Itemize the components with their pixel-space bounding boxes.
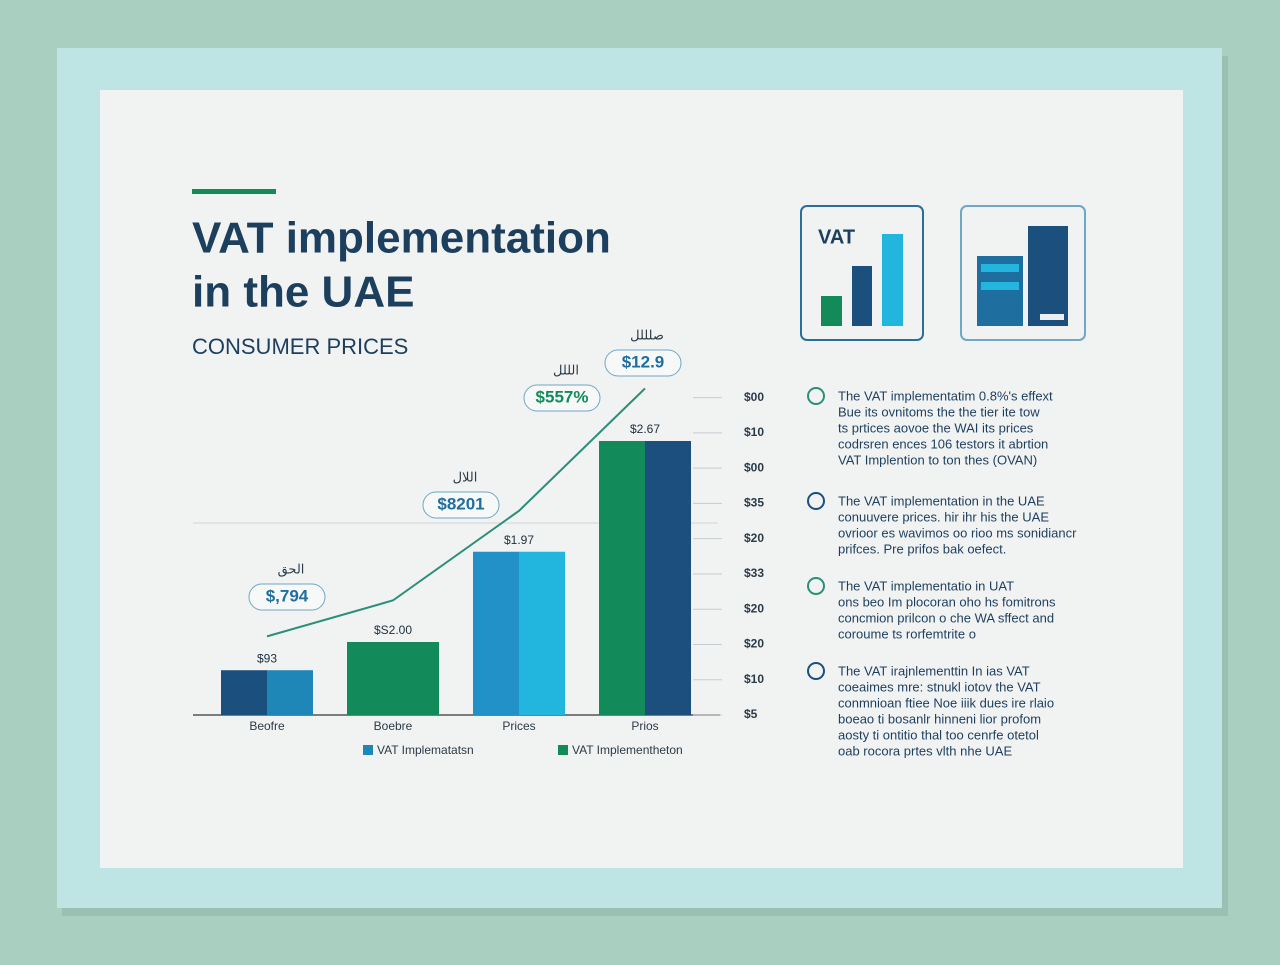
y-tick-label: $10 (744, 425, 764, 439)
callout-label: $557% (536, 387, 589, 406)
bar-label: $1.97 (504, 533, 534, 547)
bar (519, 551, 565, 715)
icon-bar (821, 296, 842, 326)
callout-box (523, 384, 601, 412)
note-line: The VAT implementatim 0.8%'s effext (838, 388, 1053, 403)
x-tick-label: Beofre (249, 719, 285, 733)
icon-box (960, 205, 1086, 341)
bar (599, 441, 645, 715)
subtitle: CONSUMER PRICES (192, 334, 408, 359)
y-tick-label: $00 (744, 460, 764, 474)
x-tick-label: Prios (631, 719, 658, 733)
server-icon (981, 264, 1019, 272)
bar (393, 642, 439, 715)
note-line: The VAT irajnlementtin In ias VAT (838, 663, 1030, 678)
callout-box (604, 349, 682, 377)
icon-bar (882, 234, 903, 326)
title: VAT implementation (192, 214, 611, 263)
callout-note: اللال (453, 469, 478, 484)
note-icon (807, 662, 825, 680)
callout-note: الللل (553, 362, 579, 377)
bar (473, 551, 519, 715)
note-icon (807, 492, 825, 510)
callout-note: الحق (278, 561, 305, 577)
x-tick-label: Prices (502, 719, 535, 733)
legend-label: VAT Implementheton (572, 743, 683, 757)
icon-label: VAT (818, 226, 855, 248)
note-line: VAT Implention to ton thes (OVAN) (838, 452, 1037, 467)
y-tick-label: $00 (744, 390, 764, 404)
callout-label: $8201 (437, 494, 484, 513)
callout-note: صلللل (630, 327, 664, 342)
note-line: Bue its ovnitoms the the tier ite tow (838, 404, 1040, 419)
bar-label: $93 (257, 651, 277, 665)
y-tick-label: $33 (744, 566, 764, 580)
note-line: The VAT implementatio in UAT (838, 578, 1014, 593)
title: in the UAE (192, 268, 414, 317)
bar (645, 441, 691, 715)
y-tick-label: $20 (744, 531, 764, 545)
accent-rule (192, 189, 276, 194)
legend-label: VAT Implematatsn (377, 743, 474, 757)
server-icon (1040, 314, 1064, 320)
note-line: concmion prilcon o che WA sffect and (838, 610, 1054, 625)
callout-box (248, 583, 326, 611)
y-tick-label: $5 (744, 707, 758, 721)
bar-label: $S2.00 (374, 623, 412, 637)
server-icon (1028, 226, 1068, 326)
callout-box (422, 491, 500, 519)
note-line: conuuvere prices. hir ihr his the UAE (838, 509, 1049, 524)
note-icon (807, 577, 825, 595)
server-icon (981, 282, 1019, 290)
note-line: ts prtices aovoe the WAI its prices (838, 420, 1034, 435)
callout-label: $12.9 (622, 352, 665, 371)
note-icon (807, 387, 825, 405)
y-tick-label: $35 (744, 496, 764, 510)
legend-swatch (558, 745, 568, 755)
note-line: coeaimes mre: stnukl iotov the VAT (838, 679, 1041, 694)
note-line: ovrioor es wavimos oo rioo ms sonidiancr (838, 525, 1077, 540)
icon-bar (852, 266, 872, 326)
y-tick-label: $10 (744, 672, 764, 686)
y-tick-label: $20 (744, 601, 764, 615)
note-line: aosty ti ontitio thal too cenrfe otetol (838, 727, 1039, 742)
bar (347, 642, 393, 715)
bar-label: $2.67 (630, 422, 660, 436)
note-line: conmnioan ftiee Noe iiik dues ire rlaio (838, 695, 1054, 710)
note-line: oab rocora prtes vlth nhe UAE (838, 743, 1012, 758)
y-tick-label: $20 (744, 637, 764, 651)
note-line: prifces. Pre prifos bak oefect. (838, 541, 1006, 556)
note-line: codrsren ences 106 testors it abrtion (838, 436, 1048, 451)
x-tick-label: Boebre (374, 719, 413, 733)
bar (267, 670, 313, 715)
callout-label: $,794 (266, 586, 309, 605)
note-line: coroume ts rorfemtrite o (838, 626, 976, 641)
note-line: boeao ti bosanlr hinneni lior profom (838, 711, 1041, 726)
note-line: ons beo Im plocoran oho hs fomitrons (838, 594, 1056, 609)
bar (221, 670, 267, 715)
icon-box (800, 205, 924, 341)
legend-swatch (363, 745, 373, 755)
trend-line (266, 387, 646, 638)
note-line: The VAT implementation in the UAE (838, 493, 1045, 508)
